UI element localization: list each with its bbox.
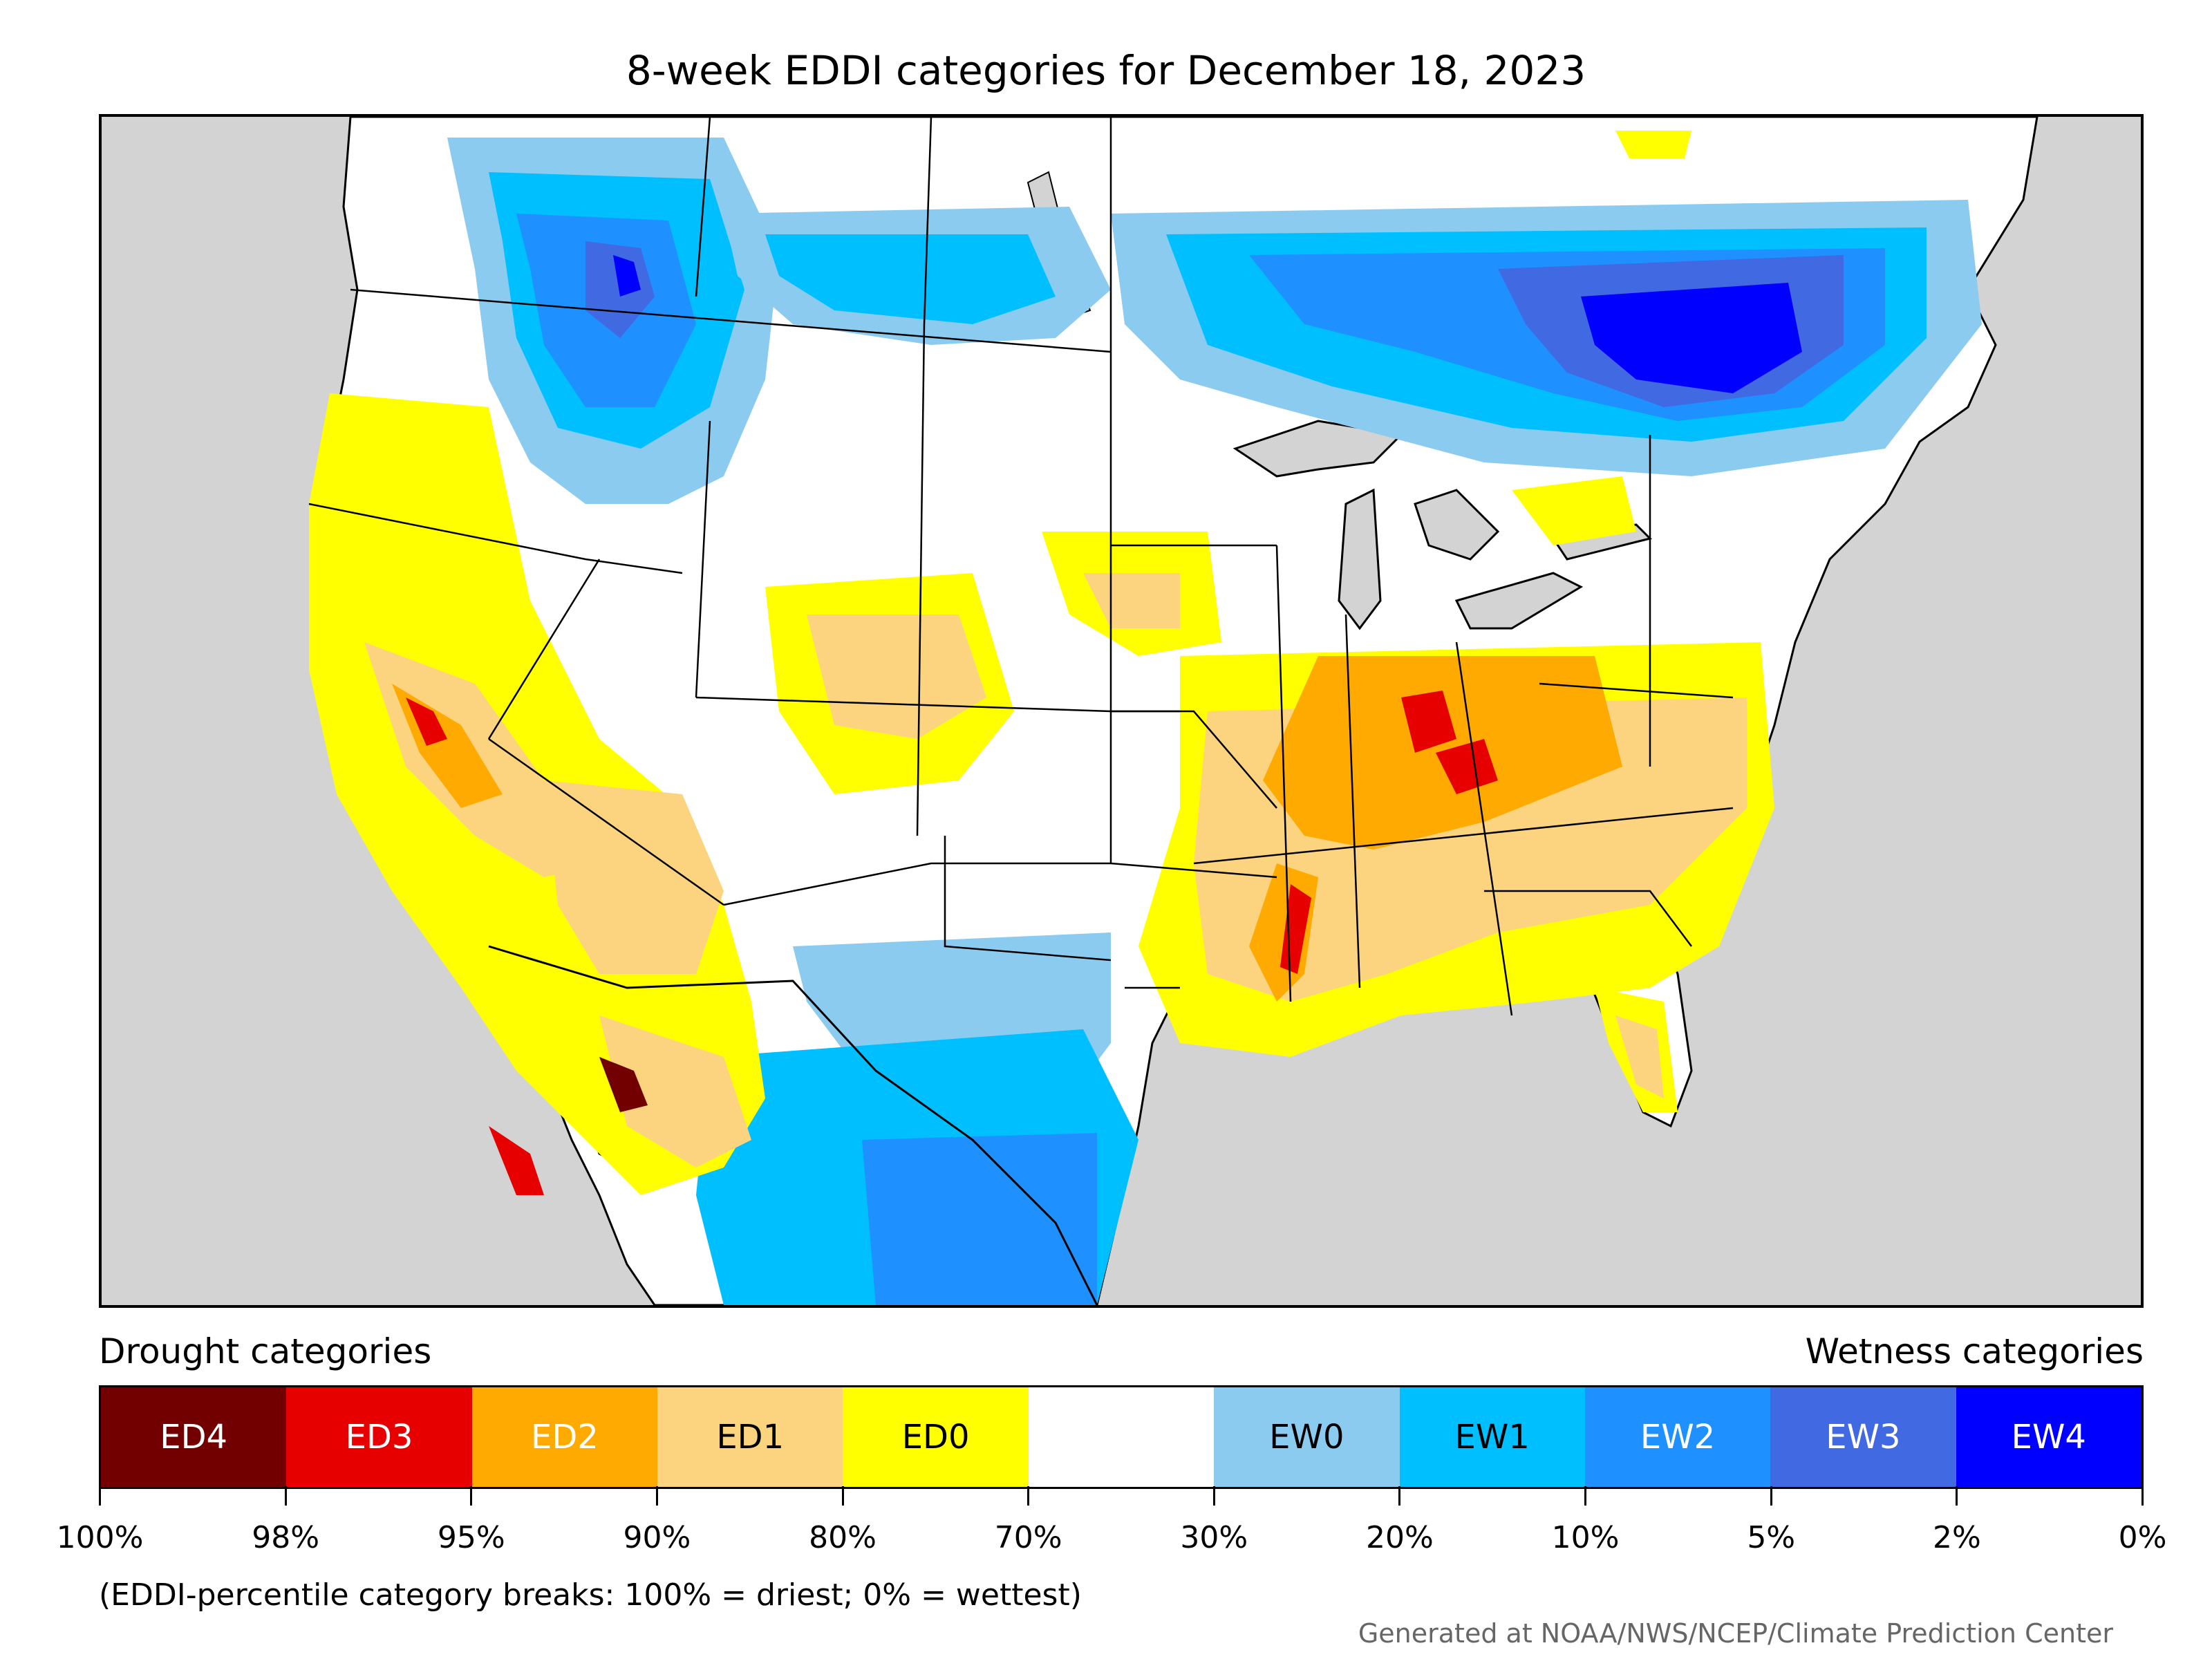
country-borders <box>488 945 1098 1305</box>
colorbar-tick <box>284 1486 287 1506</box>
colorbar-tick <box>99 1486 101 1506</box>
colorbar-tick <box>2141 1486 2144 1506</box>
wetness-categories-heading: Wetness categories <box>1805 1331 2144 1371</box>
wetness-regions <box>447 138 1982 1305</box>
colorbar-tick <box>1027 1486 1030 1506</box>
tick-label: 98% <box>252 1520 320 1555</box>
credit-line: Generated at NOAA/NWS/NCEP/Climate Predi… <box>1358 1618 2113 1649</box>
colorbar-tick <box>470 1486 473 1506</box>
eddi-map <box>102 117 2141 1305</box>
tick-label: 5% <box>1747 1520 1796 1555</box>
footnote: (EDDI-percentile category breaks: 100% =… <box>99 1577 1082 1613</box>
tick-label: 80% <box>809 1520 877 1555</box>
tick-label: 70% <box>994 1520 1062 1555</box>
colorbar-tick <box>1770 1486 1772 1506</box>
drought-categories-heading: Drought categories <box>99 1331 432 1371</box>
state-borders <box>308 117 1734 1016</box>
tick-label: 2% <box>1932 1520 1981 1555</box>
colorbar-cell-neutral <box>1028 1387 1215 1487</box>
map-title: 8-week EDDI categories for December 18, … <box>626 47 1586 94</box>
colorbar-cell-ed0: ED0 <box>843 1387 1029 1487</box>
colorbar-tick <box>1398 1486 1401 1506</box>
colorbar-cell-ew4: EW4 <box>1956 1387 2141 1487</box>
colorbar-tick <box>655 1486 658 1506</box>
colorbar-cell-ew2: EW2 <box>1584 1387 1771 1487</box>
tick-label: 90% <box>623 1520 691 1555</box>
colorbar-cell-ed4: ED4 <box>101 1387 287 1487</box>
category-colorbar: ED4 ED3 ED2 ED1 ED0 EW0 EW1 EW2 EW3 EW4 <box>99 1385 2144 1489</box>
colorbar-cell-ed2: ED2 <box>471 1387 658 1487</box>
colorbar-tick <box>1956 1486 1958 1506</box>
colorbar-cell-ed1: ED1 <box>657 1387 843 1487</box>
colorbar-ticks <box>99 1486 2144 1514</box>
great-lakes <box>1232 420 1652 630</box>
colorbar-cell-ew0: EW0 <box>1214 1387 1400 1487</box>
map-frame <box>99 114 2144 1308</box>
tick-label: 10% <box>1551 1520 1620 1555</box>
colorbar-tick <box>1212 1486 1215 1506</box>
colorbar-tick <box>1584 1486 1587 1506</box>
tick-label: 100% <box>56 1520 144 1555</box>
tick-label: 0% <box>2118 1520 2167 1555</box>
tick-label: 95% <box>437 1520 505 1555</box>
drought-regions <box>309 131 1774 1195</box>
tick-label: 20% <box>1366 1520 1434 1555</box>
colorbar-cell-ed3: ED3 <box>286 1387 472 1487</box>
tick-label: 30% <box>1180 1520 1248 1555</box>
colorbar-tick <box>841 1486 844 1506</box>
colorbar-cell-ew3: EW3 <box>1770 1387 1956 1487</box>
colorbar-cell-ew1: EW1 <box>1399 1387 1585 1487</box>
